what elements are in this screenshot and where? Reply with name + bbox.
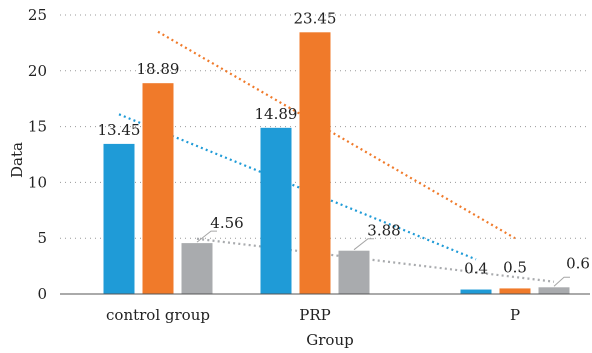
data-label: 13.45 (98, 121, 141, 139)
bar (103, 143, 135, 294)
bar (460, 289, 492, 294)
data-label: 3.88 (367, 222, 400, 240)
data-labels: 13.45 14.89 0.4 18.89 23.45 0.5 4.56 3.88 0.6 (98, 9, 590, 277)
trendlines (118, 30, 555, 283)
data-label: 23.45 (294, 9, 337, 27)
y-tick-label: 0 (37, 285, 47, 303)
y-tick-label: 15 (28, 118, 47, 136)
bar (299, 32, 331, 294)
bar (260, 127, 292, 294)
data-label: 14.89 (255, 105, 298, 123)
bar (338, 250, 370, 294)
label-leader-line (196, 230, 217, 243)
data-label: 0.5 (503, 258, 527, 276)
data-label: 0.4 (464, 260, 488, 278)
x-axis-categories: control group PRP P (106, 306, 520, 324)
y-tick-label: 5 (37, 229, 47, 247)
y-axis-title: Data (8, 142, 26, 178)
label-leader-line (553, 276, 570, 287)
bar (181, 243, 213, 294)
bars (103, 32, 570, 295)
x-category-label: control group (106, 306, 210, 324)
trendline (118, 113, 477, 261)
data-label: 0.6 (566, 254, 590, 272)
data-label: 18.89 (137, 60, 180, 78)
y-tick-label: 20 (28, 62, 47, 80)
x-axis-title: Group (306, 331, 353, 349)
bar (499, 288, 531, 294)
x-category-label: P (510, 306, 520, 324)
trendline (196, 237, 555, 283)
bar (538, 287, 570, 294)
data-label: 4.56 (210, 214, 243, 232)
bar (142, 83, 174, 295)
label-leader-line (353, 238, 374, 251)
x-category-label: PRP (299, 306, 330, 324)
label-leader-lines (196, 230, 570, 287)
y-tick-label: 25 (28, 6, 47, 24)
y-tick-label: 10 (28, 173, 47, 191)
trendline (157, 30, 516, 240)
y-axis-ticks: 0 5 10 15 20 25 (28, 6, 47, 303)
